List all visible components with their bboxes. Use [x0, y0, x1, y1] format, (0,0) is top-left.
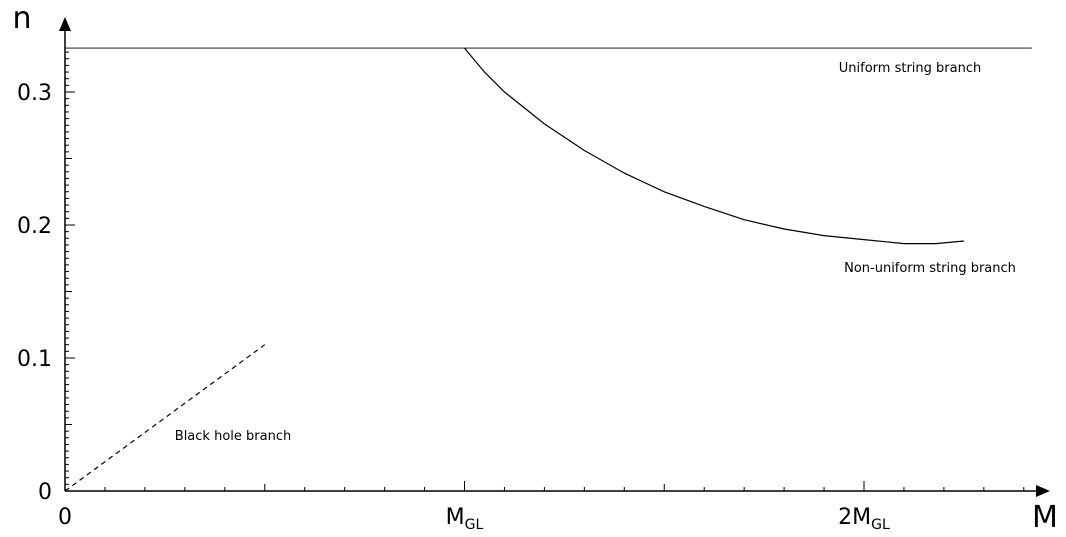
- series-label: Uniform string branch: [839, 61, 981, 76]
- y-tick-label: 0.3: [17, 81, 52, 106]
- x-axis-arrow: [1036, 485, 1050, 497]
- x-tick-label: MGL: [446, 505, 484, 533]
- series-label: Non-uniform string branch: [844, 261, 1016, 276]
- chart-labels: 0 0.1 0.2 0.3 0 MGL 2MGL n M Uniform string branc…: [12, 1, 1057, 535]
- y-tick-label: 0: [38, 480, 52, 505]
- y-tick-label: 0.2: [17, 214, 52, 239]
- series-label: Black hole branch: [175, 429, 291, 444]
- x-axis-label: M: [1032, 500, 1058, 535]
- y-axis-label: n: [12, 1, 31, 36]
- tick-marks: [59, 17, 1050, 497]
- x-tick-label: 0: [58, 505, 72, 530]
- x-tick-label: 2MGL: [838, 505, 890, 533]
- plot-area: [64, 47, 1032, 492]
- series-line: [64, 344, 266, 492]
- series-line: [464, 47, 964, 245]
- y-tick-label: 0.1: [17, 347, 52, 372]
- y-axis-arrow: [59, 17, 71, 31]
